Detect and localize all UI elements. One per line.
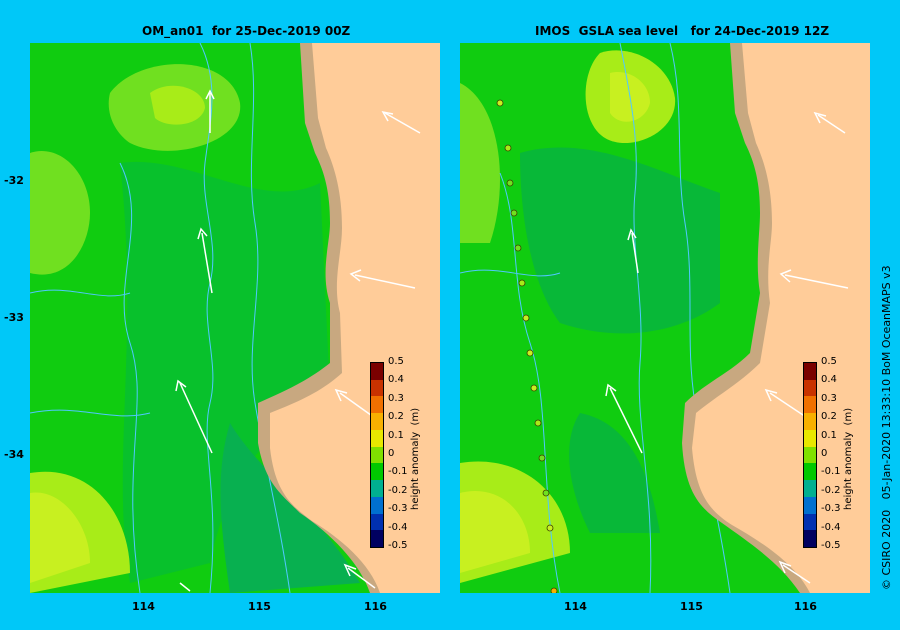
lat-tick-1: -32 <box>4 174 24 187</box>
right-colorbar-segment <box>804 513 816 531</box>
credit-text: © CSIRO 2020 05-Jan-2020 13:33:10 BoM Oc… <box>880 265 893 590</box>
left-colorbar-segment <box>371 530 383 548</box>
left-colorbar-segment <box>371 496 383 514</box>
right-colorbar-segment <box>804 530 816 548</box>
left-colorbar-title: height anomaly (m) <box>410 407 421 510</box>
right-colorbar-label: 0.1 <box>821 429 837 441</box>
left-colorbar-label: 0.5 <box>388 356 404 367</box>
right-colorbar-label: 0.2 <box>821 411 837 423</box>
right-colorbar-segment <box>804 379 816 397</box>
left-colorbar-label: 0.1 <box>388 429 404 441</box>
right-colorbar-segment <box>804 396 816 414</box>
lat-tick-2: -33 <box>4 311 24 324</box>
left-colorbar-label: 0.4 <box>388 374 404 386</box>
right-colorbar-segment <box>804 363 816 380</box>
right-colorbar-label: 0.4 <box>821 374 837 386</box>
right-colorbar-title: height anomaly (m) <box>843 407 854 510</box>
lon-tick-right-1: 114 <box>564 600 587 613</box>
left-colorbar-segment <box>371 429 383 447</box>
left-colorbar-label: -0.4 <box>388 521 408 533</box>
lon-tick-right-3: 116 <box>794 600 817 613</box>
right-colorbar-label: -0.5 <box>821 540 841 551</box>
right-colorbar-label: -0.3 <box>821 503 841 515</box>
left-colorbar <box>370 362 384 548</box>
right-colorbar-label: -0.2 <box>821 484 841 496</box>
left-colorbar-label: 0.2 <box>388 411 404 423</box>
left-colorbar-label: -0.1 <box>388 466 408 478</box>
left-colorbar-label: -0.5 <box>388 540 408 551</box>
left-map <box>30 43 440 593</box>
left-panel-title: OM_an01 for 25-Dec-2019 00Z <box>142 24 351 38</box>
left-colorbar-segment <box>371 463 383 481</box>
lat-tick-3: -34 <box>4 448 24 461</box>
right-map <box>460 43 870 593</box>
left-colorbar-label: -0.2 <box>388 484 408 496</box>
left-colorbar-segment <box>371 396 383 414</box>
lon-tick-right-2: 115 <box>680 600 703 613</box>
right-panel-title: IMOS GSLA sea level for 24-Dec-2019 12Z <box>535 24 830 38</box>
right-colorbar-segment <box>804 463 816 481</box>
left-colorbar-segment <box>371 480 383 497</box>
right-colorbar-label: 0.5 <box>821 356 837 367</box>
right-colorbar-segment <box>804 429 816 447</box>
lon-tick-left-2: 115 <box>248 600 271 613</box>
right-colorbar-label: 0 <box>821 448 828 459</box>
right-colorbar-segment <box>804 413 816 430</box>
right-colorbar-segment <box>804 496 816 514</box>
right-colorbar-label: 0.3 <box>821 392 837 404</box>
right-colorbar-label: -0.1 <box>821 466 841 478</box>
left-colorbar-label: -0.3 <box>388 503 408 515</box>
right-colorbar-segment <box>804 480 816 497</box>
left-colorbar-label: 0 <box>388 448 395 459</box>
left-colorbar-segment <box>371 379 383 397</box>
right-colorbar-segment <box>804 446 816 464</box>
left-colorbar-label: 0.3 <box>388 392 404 404</box>
left-colorbar-segment <box>371 413 383 430</box>
left-colorbar-segment <box>371 363 383 380</box>
right-colorbar <box>803 362 817 548</box>
left-colorbar-segment <box>371 513 383 531</box>
lon-tick-left-1: 114 <box>132 600 155 613</box>
lon-tick-left-3: 116 <box>364 600 387 613</box>
left-colorbar-segment <box>371 446 383 464</box>
right-colorbar-label: -0.4 <box>821 521 841 533</box>
